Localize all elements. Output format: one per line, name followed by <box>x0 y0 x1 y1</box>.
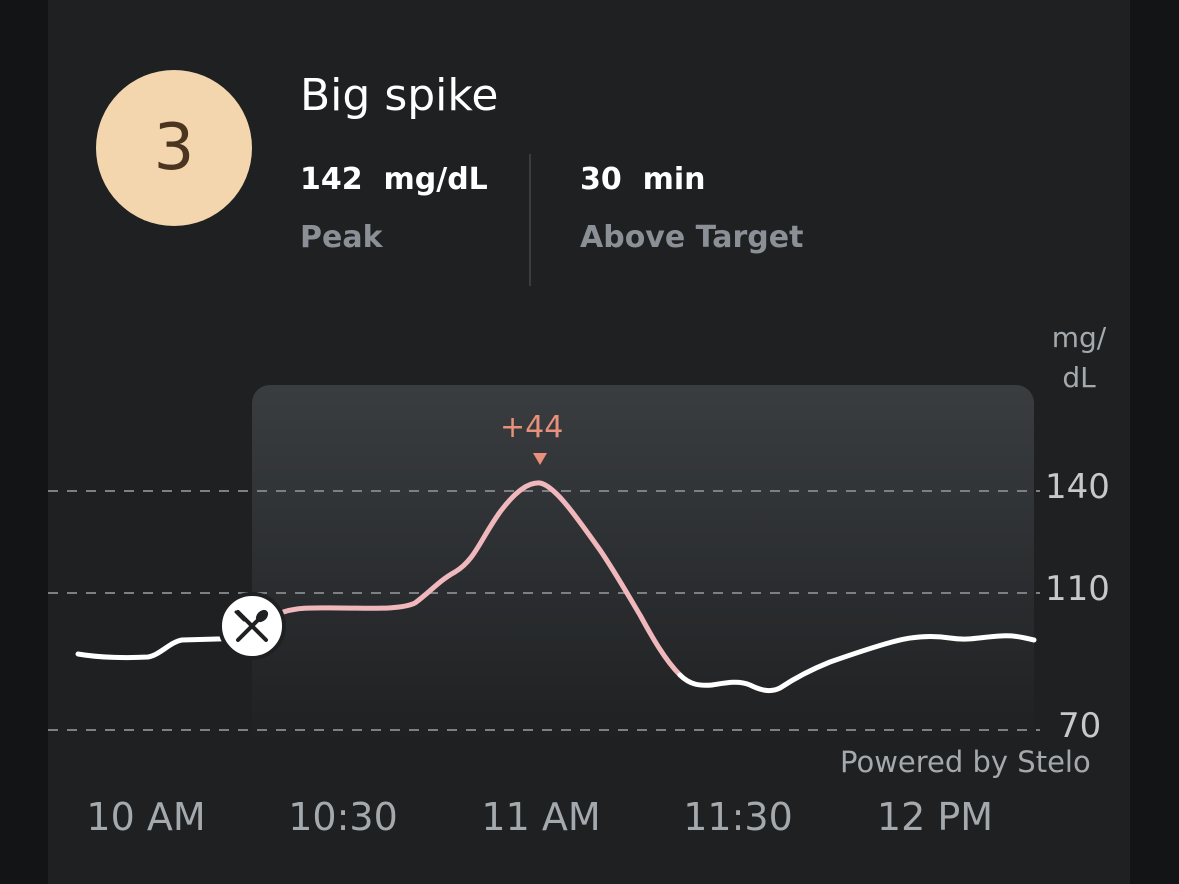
glucose-line-post-spike <box>677 633 1037 694</box>
fork-and-spoon-icon <box>234 609 269 642</box>
y-tick-140: 140 <box>1045 467 1110 507</box>
x-tick-10am: 10 AM <box>86 795 206 839</box>
event-title: Big spike <box>300 70 499 121</box>
spike-score-badge: 3 <box>96 70 252 226</box>
x-tick-11am: 11 AM <box>481 795 601 839</box>
y-tick-110: 110 <box>1045 569 1110 609</box>
glucose-line-spike <box>267 480 683 678</box>
peak-delta-label: +44 <box>500 410 564 445</box>
above-target-label: Above Target <box>580 220 804 255</box>
above-target-value: 30 <box>580 162 622 197</box>
x-tick-12pm: 12 PM <box>876 795 994 839</box>
powered-by-text: Powered by Stelo <box>840 745 1091 779</box>
x-tick-1130: 11:30 <box>683 795 793 839</box>
x-tick-1030: 10:30 <box>288 795 398 839</box>
glucose-line-pre-meal <box>75 635 255 661</box>
y-tick-70: 70 <box>1058 706 1102 746</box>
peak-value: 142 <box>300 162 363 197</box>
meal-window-highlight <box>252 385 1034 745</box>
y-axis-unit: mg/dL <box>1051 321 1107 394</box>
peak-stat-value: 142 mg/dL <box>300 162 488 197</box>
above-target-stat-value: 30 min <box>580 162 706 197</box>
peak-unit: mg/dL <box>383 162 488 197</box>
above-target-unit: min <box>642 162 706 197</box>
peak-label: Peak <box>300 220 383 255</box>
meal-marker[interactable] <box>218 592 286 660</box>
peak-marker-triangle <box>533 453 547 465</box>
stats-divider <box>529 154 531 286</box>
